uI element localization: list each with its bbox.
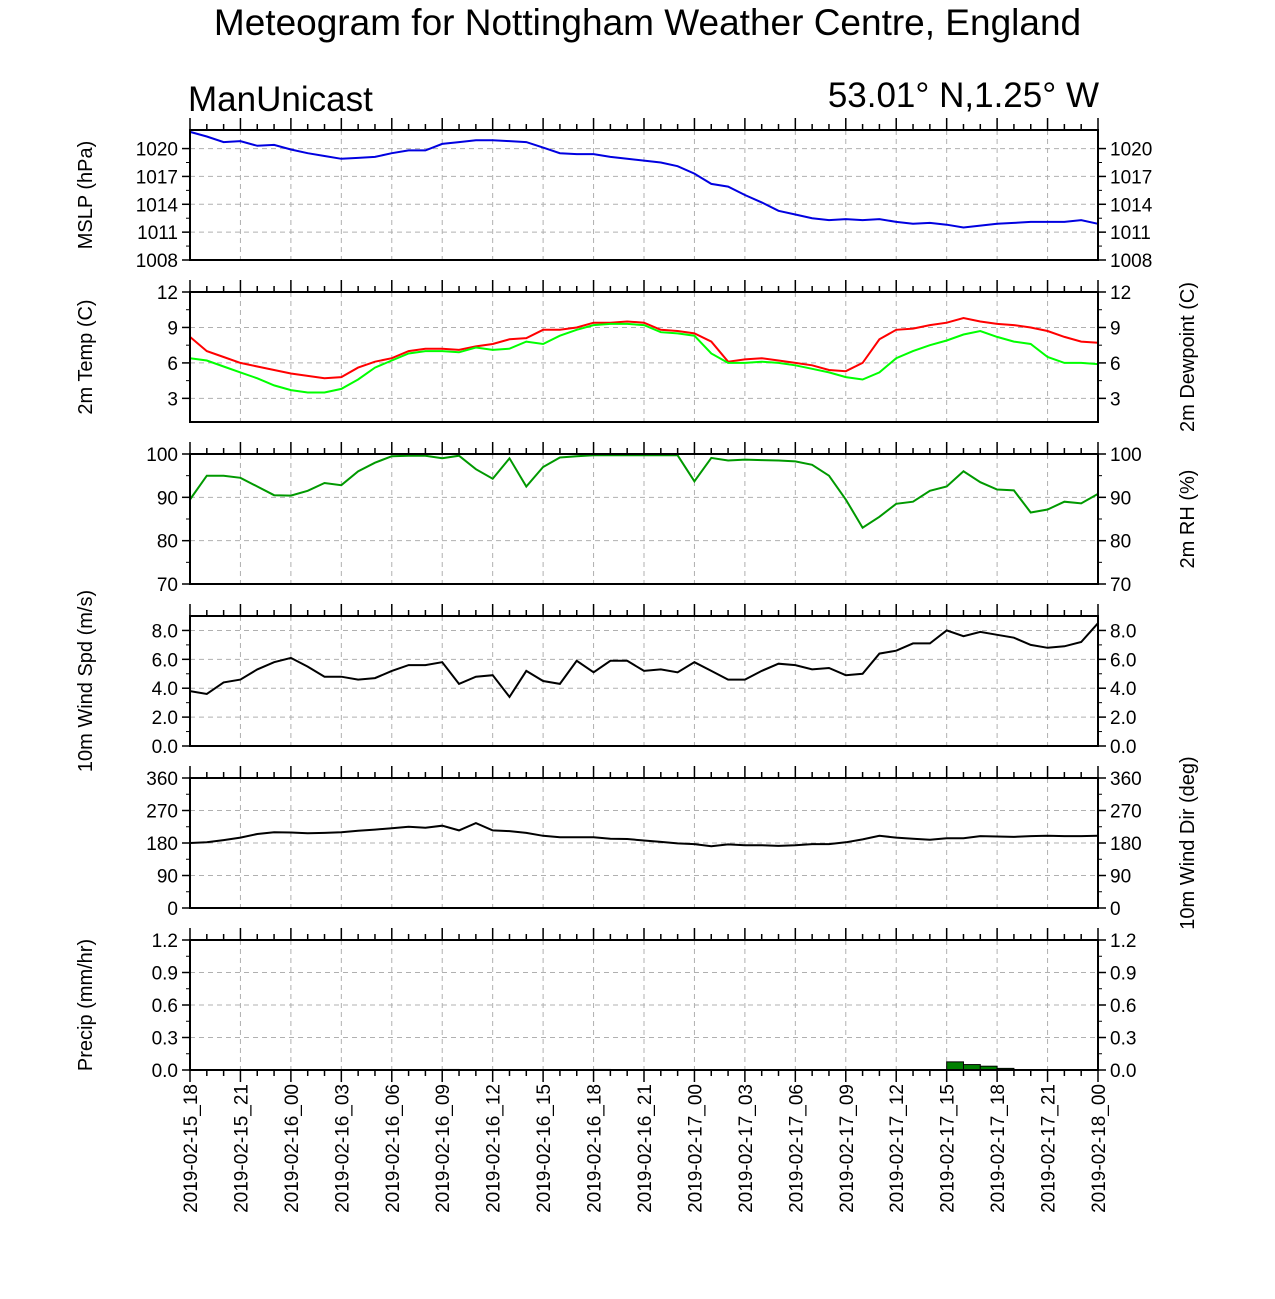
y-tick-label-left: 100: [146, 445, 178, 466]
y-tick-label-left: 1.2: [152, 931, 178, 952]
y-tick-label-left: 80: [157, 532, 178, 553]
y-tick-label-left: 1011: [137, 223, 178, 244]
y-tick-label-right: 1.2: [1110, 931, 1136, 952]
y-tick-label-right: 270: [1110, 802, 1142, 823]
x-tick-label: 2019-02-17_09: [837, 1084, 858, 1213]
x-tick-label: 2019-02-17_21: [1039, 1084, 1060, 1213]
series-line-2-0: [189, 454, 1099, 530]
x-tick-label: 2019-02-17_15: [938, 1084, 959, 1213]
y-tick-label-right: 100: [1110, 445, 1142, 466]
y-tick-label-left: 4.0: [152, 679, 178, 700]
y-tick-label-right: 90: [1110, 867, 1131, 888]
y-tick-label-right: 0.0: [1110, 737, 1136, 758]
location-coordinates: 53.01° N,1.25° W: [827, 76, 1099, 115]
x-tick-label: 2019-02-16_06: [383, 1084, 404, 1213]
y-tick-label-right: 4.0: [1110, 679, 1136, 700]
y-tick-label-left: 0.6: [152, 996, 178, 1017]
y-tick-label-right: 6.0: [1110, 650, 1136, 671]
y-tick-label-right: 0.9: [1110, 964, 1136, 985]
series-line-4-0: [189, 822, 1099, 848]
x-tick-label: 2019-02-18_00: [1089, 1084, 1110, 1213]
y-tick-label-right: 12: [1110, 283, 1131, 304]
y-axis-title-left: 2m Temp (C): [75, 299, 97, 414]
y-tick-label-left: 90: [157, 488, 178, 509]
series-line-1-0: [189, 316, 1099, 380]
x-tick-label: 2019-02-16_18: [585, 1084, 606, 1213]
y-tick-label-left: 8.0: [152, 621, 178, 642]
y-tick-label-right: 1017: [1110, 167, 1152, 188]
y-tick-label-left: 3: [167, 389, 178, 410]
y-tick-label-left: 12: [157, 283, 178, 304]
y-tick-label-right: 80: [1110, 532, 1131, 553]
y-tick-label-left: 1017: [136, 167, 178, 188]
y-tick-label-left: 70: [157, 575, 178, 596]
y-tick-label-left: 90: [157, 867, 178, 888]
x-tick-label: 2019-02-16_09: [433, 1084, 454, 1213]
y-tick-label-left: 6.0: [152, 650, 178, 671]
y-tick-label-right: 0.0: [1110, 1061, 1136, 1082]
y-tick-label-left: 1008: [136, 251, 178, 272]
series-line-1-1: [189, 322, 1099, 394]
precip-bar: [946, 1061, 964, 1071]
series-line-3-0: [189, 622, 1099, 699]
y-tick-label-right: 0.3: [1110, 1029, 1136, 1050]
chart-title: Meteogram for Nottingham Weather Centre,…: [213, 2, 1082, 43]
y-tick-label-left: 180: [146, 834, 178, 855]
y-axis-title-right: 2m Dewpoint (C): [1177, 282, 1199, 432]
y-axis-title-left: MSLP (hPa): [75, 141, 97, 250]
x-tick-label: 2019-02-17_03: [736, 1084, 757, 1213]
x-tick-label: 2019-02-17_06: [786, 1084, 807, 1213]
y-tick-label-right: 1020: [1110, 140, 1152, 161]
y-tick-label-right: 1014: [1110, 195, 1153, 216]
x-tick-label: 2019-02-16_03: [332, 1084, 353, 1213]
x-tick-label: 2019-02-15_18: [181, 1084, 202, 1213]
y-tick-label-right: 90: [1110, 488, 1131, 509]
y-tick-label-left: 9: [167, 318, 178, 339]
y-tick-label-right: 180: [1110, 834, 1142, 855]
y-tick-label-right: 2.0: [1110, 708, 1136, 729]
y-tick-label-right: 9: [1110, 318, 1121, 339]
y-axis-title-left: 10m Wind Spd (m/s): [75, 590, 97, 772]
y-tick-label-right: 1008: [1110, 251, 1152, 272]
x-tick-label: 2019-02-17_12: [887, 1084, 908, 1213]
x-tick-label: 2019-02-17_00: [685, 1084, 706, 1213]
y-tick-label-right: 1011: [1110, 223, 1151, 244]
y-tick-label-left: 2.0: [152, 708, 178, 729]
x-tick-label: 2019-02-16_21: [635, 1084, 656, 1213]
y-axis-title-left: Precip (mm/hr): [75, 939, 97, 1071]
y-tick-label-left: 0.3: [152, 1029, 178, 1050]
model-label: ManUnicast: [188, 80, 373, 119]
series-line-0-0: [189, 130, 1099, 229]
y-tick-label-right: 0.6: [1110, 996, 1136, 1017]
x-tick-label: 2019-02-16_00: [282, 1084, 303, 1213]
y-tick-label-left: 0.0: [152, 737, 178, 758]
y-tick-label-right: 3: [1110, 389, 1121, 410]
y-tick-label-left: 0: [167, 899, 178, 920]
y-axis-title-right: 2m RH (%): [1177, 470, 1199, 569]
y-tick-label-right: 6: [1110, 354, 1121, 375]
y-tick-label-right: 8.0: [1110, 621, 1136, 642]
y-tick-label-left: 360: [146, 769, 178, 790]
y-tick-label-right: 0: [1110, 899, 1121, 920]
x-tick-label: 2019-02-16_12: [484, 1084, 505, 1213]
y-tick-label-left: 270: [146, 802, 178, 823]
x-tick-label: 2019-02-16_15: [534, 1084, 555, 1213]
y-tick-label-left: 0.9: [152, 964, 178, 985]
y-tick-label-left: 1014: [136, 195, 179, 216]
y-axis-title-right: 10m Wind Dir (deg): [1177, 756, 1199, 929]
y-tick-label-left: 0.0: [152, 1061, 178, 1082]
x-tick-label: 2019-02-17_18: [988, 1084, 1009, 1213]
y-tick-label-left: 1020: [136, 140, 178, 161]
y-tick-label-left: 6: [167, 354, 178, 375]
x-tick-label: 2019-02-15_21: [231, 1084, 252, 1213]
y-tick-label-right: 70: [1110, 575, 1131, 596]
y-tick-label-right: 360: [1110, 769, 1142, 790]
